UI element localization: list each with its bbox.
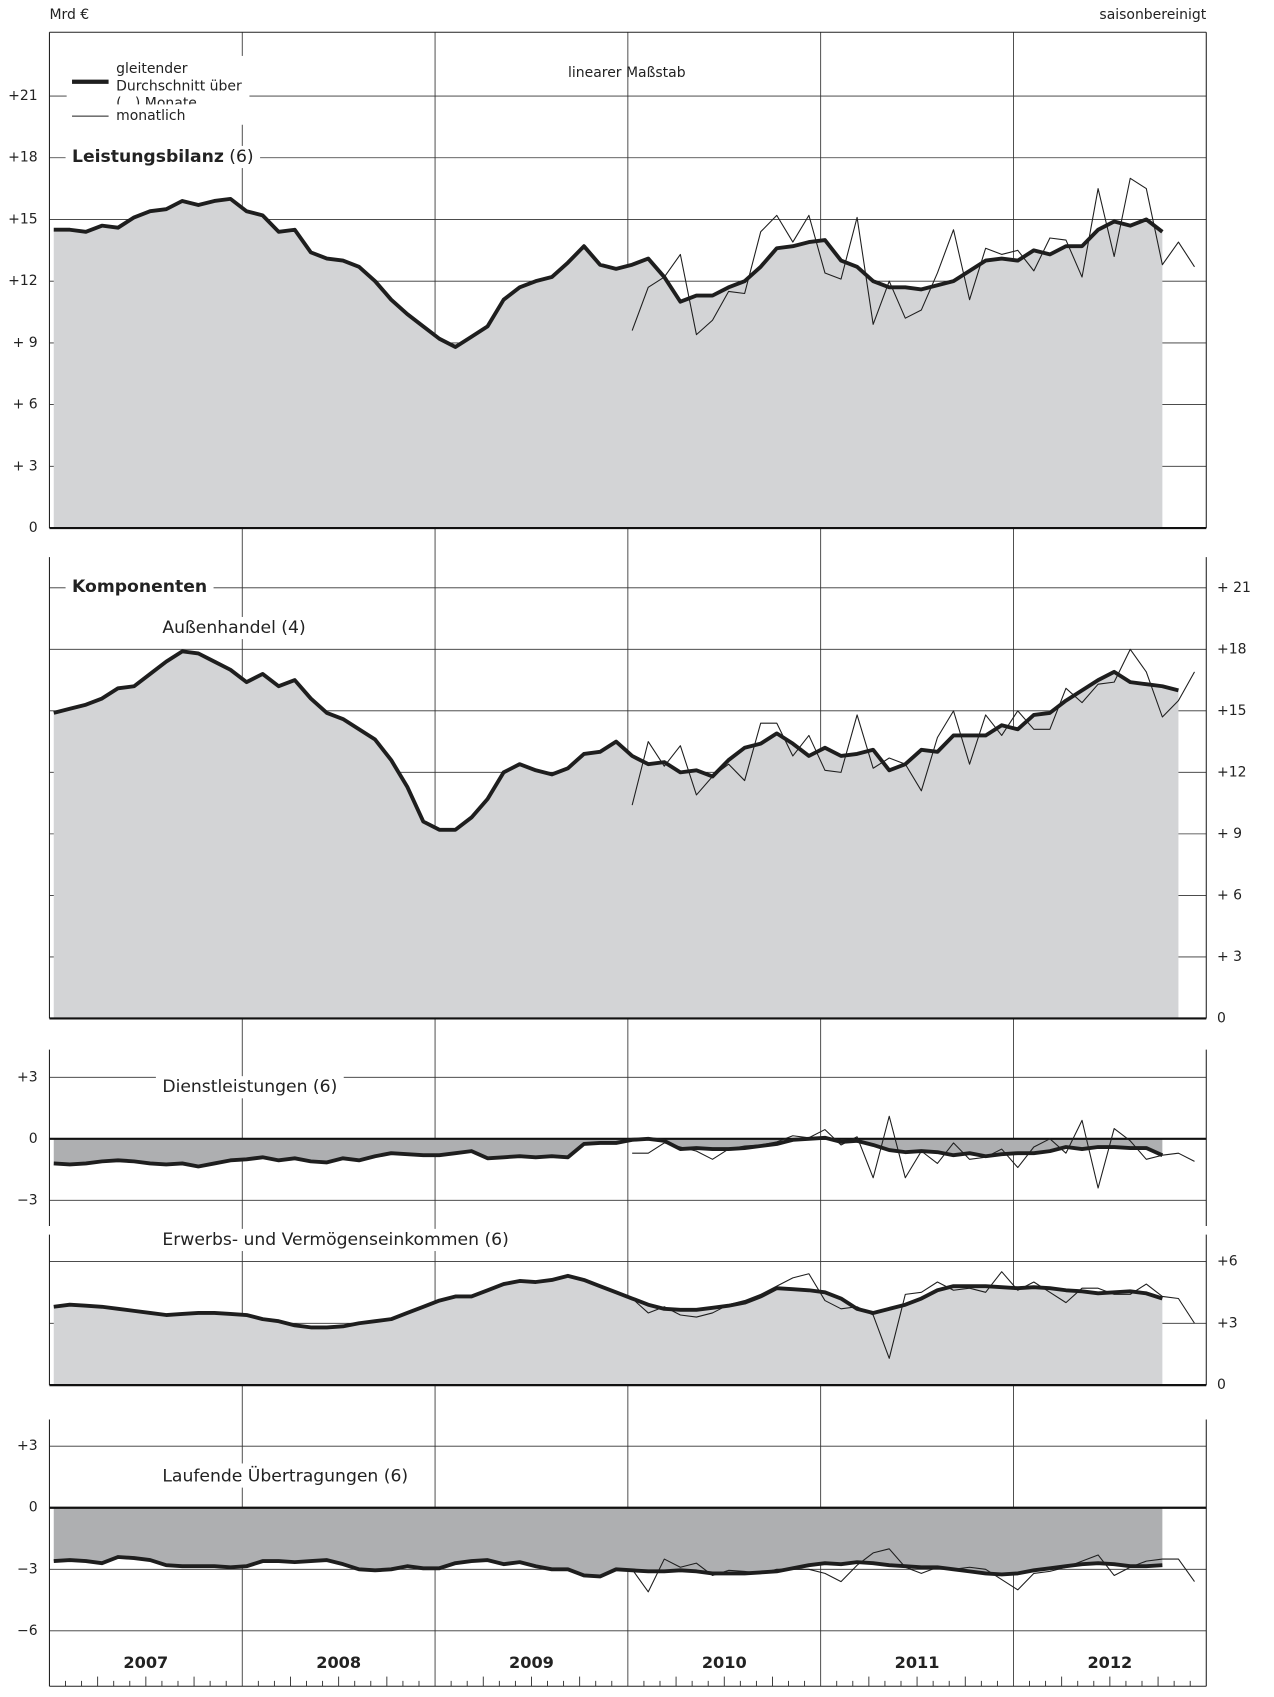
monthly-line <box>631 1548 1195 1593</box>
y-tick-label: + 21 <box>1217 580 1251 596</box>
y-tick-label: 0 <box>1217 1377 1226 1393</box>
moving-average-line <box>53 196 1164 349</box>
section-title: Komponenten <box>72 577 207 597</box>
moving-average-line <box>53 1273 1163 1330</box>
unit-label: Mrd € <box>49 7 89 23</box>
legend-entry: gleitender Durchschnitt über (...) Monat… <box>116 61 242 105</box>
y-tick-label: +6 <box>1217 1253 1238 1269</box>
x-tick-label: 2008 <box>316 1653 361 1672</box>
area <box>53 198 1163 529</box>
y-tick-label: +3 <box>17 1069 38 1085</box>
text-layer: Mrd € saisonbereinigt 0 + 3 + 6 + 9 +12 +15 +1… <box>8 7 1251 1672</box>
label-background <box>155 616 313 640</box>
y-tick-label: 0 <box>29 520 38 536</box>
y-tick-label: + 3 <box>1217 949 1242 965</box>
line-layer <box>48 31 1207 1687</box>
monthly-line <box>631 648 1195 806</box>
moving-average-line <box>53 649 1179 832</box>
label-background <box>65 576 214 599</box>
legend-label: gleitender Durchschnitt über (...) Monat… <box>116 61 242 105</box>
label-background <box>155 1076 344 1099</box>
y-tick-label: + 9 <box>1217 826 1242 842</box>
panel-title-text: Dienstleistungen (6) <box>162 1077 337 1097</box>
adjustment-note: saisonbereinigt <box>1099 7 1206 23</box>
moving-average-line <box>53 1555 1163 1579</box>
panel-title: Laufende Übertragungen (6) <box>162 1465 408 1487</box>
y-tick-label: +15 <box>8 211 37 227</box>
y-tick-label: +15 <box>1217 703 1246 719</box>
x-tick-label: 2011 <box>895 1653 940 1672</box>
legend-background <box>66 55 250 125</box>
x-tick-label: 2012 <box>1087 1653 1132 1672</box>
y-tick-label: +18 <box>1217 641 1246 657</box>
label-background <box>65 145 261 169</box>
y-tick-label: −3 <box>17 1192 38 1208</box>
panel-title: Erwerbs- und Vermögenseinkommen (6) <box>162 1230 508 1250</box>
area <box>53 1275 1163 1386</box>
y-tick-label: +3 <box>1217 1315 1238 1331</box>
y-tick-label: 0 <box>1217 1010 1226 1026</box>
monthly-line <box>631 177 1195 336</box>
y-tick-label: + 6 <box>13 397 38 413</box>
y-tick-label: + 6 <box>1217 887 1242 903</box>
panel-title-note: (6) <box>229 147 253 167</box>
scale-note: linearer Maßstab <box>568 65 686 81</box>
label-background <box>155 1228 516 1252</box>
panel-title-text: Erwerbs- und Vermögenseinkommen (6) <box>162 1230 508 1250</box>
y-tick-label: −6 <box>17 1623 38 1639</box>
y-tick-label: +21 <box>8 88 37 104</box>
y-tick-label: + 3 <box>13 458 38 474</box>
x-tick-label: 2010 <box>702 1653 747 1672</box>
area <box>53 651 1179 1019</box>
y-tick-label: +12 <box>1217 764 1246 780</box>
area <box>53 1137 1163 1167</box>
y-tick-label: +18 <box>8 150 37 166</box>
panel-title-text: Laufende Übertragungen (6) <box>162 1465 408 1487</box>
panel-title-text: Leistungsbilanz <box>72 147 224 167</box>
panel-title: Dienstleistungen (6) <box>162 1077 337 1097</box>
area-layer <box>53 198 1179 1577</box>
y-tick-label: 0 <box>29 1131 38 1147</box>
panel-title: Leistungsbilanz (6) <box>72 147 254 167</box>
y-tick-label: −3 <box>17 1561 38 1577</box>
x-tick-label: 2007 <box>123 1653 168 1672</box>
moving-average-line <box>53 1135 1164 1169</box>
y-tick-label: 0 <box>29 1500 38 1516</box>
y-tick-label: +12 <box>8 273 37 289</box>
label-background <box>155 1463 415 1488</box>
panel-title-text: Außenhandel (4) <box>162 618 305 638</box>
panel-title: Außenhandel (4) <box>162 618 305 638</box>
y-tick-label: + 9 <box>13 335 38 351</box>
y-tick-label: +3 <box>17 1438 38 1454</box>
x-tick-label: 2009 <box>509 1653 554 1672</box>
legend-label: monatlich <box>116 108 185 124</box>
